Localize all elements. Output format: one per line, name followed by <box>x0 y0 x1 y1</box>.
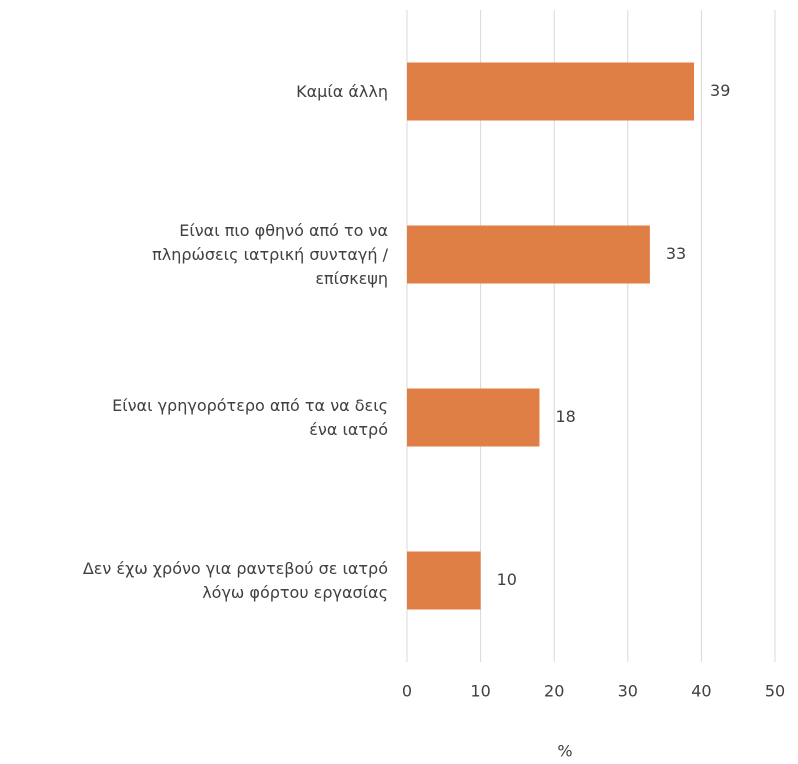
value-label: 39 <box>710 81 730 100</box>
bar <box>407 225 650 284</box>
value-label: 33 <box>666 244 686 263</box>
x-axis-label: % <box>557 742 572 761</box>
x-tick-label: 20 <box>544 682 564 701</box>
x-tick-label: 30 <box>618 682 638 701</box>
category-label: Καμία άλλη <box>296 81 388 101</box>
bar <box>407 388 540 447</box>
x-tick-label: 50 <box>765 682 785 701</box>
value-label: 10 <box>497 570 517 589</box>
value-label: 18 <box>555 407 575 426</box>
bar <box>407 62 695 121</box>
x-tick-label: 40 <box>691 682 711 701</box>
x-tick-label: 0 <box>402 682 412 701</box>
category-label: Δεν έχω χρόνο για ραντεβού σε ιατρό λόγω… <box>82 558 388 602</box>
x-tick-label: 10 <box>470 682 490 701</box>
bar <box>407 551 481 610</box>
category-label: Είναι γρηγορότερο από τα να δεις ένα ιατ… <box>112 395 388 439</box>
category-label: Είναι πιο φθηνό από το να πληρώσεις ιατρ… <box>152 220 388 288</box>
